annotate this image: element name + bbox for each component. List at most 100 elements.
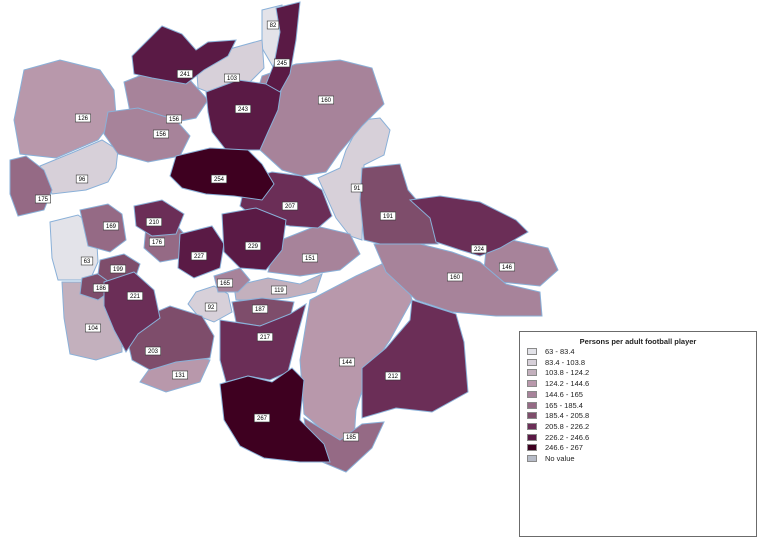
district-label-box (281, 201, 298, 211)
legend-swatch (527, 422, 537, 430)
district-value-text: 221 (130, 294, 141, 300)
district-label-box (75, 174, 89, 184)
district-value-text: 119 (274, 288, 284, 294)
district-value-text: 103 (227, 76, 238, 82)
district-label-box (127, 291, 144, 301)
district-value-label: 191 (379, 211, 396, 221)
legend-label: 63 - 83.4 (545, 347, 575, 356)
district-value-text: 191 (383, 214, 394, 220)
district-label-box (266, 20, 280, 30)
district-label-box (254, 413, 271, 423)
district-label-box (172, 370, 189, 380)
district-value-text: 156 (156, 132, 167, 138)
district-value-text: 176 (152, 240, 163, 246)
legend-item: 124.2 - 144.6 (527, 379, 589, 388)
district-value-text: 203 (148, 349, 159, 355)
district-label-box (145, 346, 162, 356)
district-value-label: 169 (103, 221, 120, 231)
district-label-box (317, 95, 334, 105)
legend-item: 185.4 - 205.8 (527, 411, 589, 420)
district-label-box (34, 194, 51, 204)
district-value-text: 207 (285, 204, 296, 210)
district-value-label: 187 (252, 304, 269, 314)
district-value-label: 156 (166, 114, 183, 124)
district-value-label: 207 (281, 201, 298, 211)
district-value-label: 160 (446, 272, 463, 282)
district-area (205, 79, 283, 151)
district-value-label: 229 (245, 241, 262, 251)
district-label-box (470, 244, 487, 254)
district-value-label: 146 (498, 262, 515, 272)
district-value-label: 245 (273, 58, 290, 68)
district-value-text: 160 (321, 98, 332, 104)
district-label-box (252, 304, 269, 314)
legend-item: 226.2 - 246.6 (527, 433, 589, 442)
legend-item: 165 - 185.4 (527, 401, 583, 410)
district-label-box (191, 251, 208, 261)
district-value-text: 186 (96, 286, 107, 292)
legend-swatch (527, 369, 537, 377)
district-value-text: 165 (220, 281, 231, 287)
district-label-box (103, 221, 120, 231)
district-value-label: 103 (224, 73, 241, 83)
district-label-box (235, 104, 252, 114)
legend-label: 144.6 - 165 (545, 389, 583, 399)
district-area (359, 163, 439, 245)
district-label-box (224, 73, 241, 83)
legend-swatch (527, 412, 537, 420)
legend-label: 103.8 - 124.2 (545, 368, 590, 378)
legend-label: 185.4 - 205.8 (545, 411, 590, 421)
legend-label: 83.4 - 103.8 (545, 357, 586, 367)
legend-item: 205.8 - 226.2 (527, 422, 589, 431)
district-area (267, 225, 361, 277)
district-value-text: 91 (354, 186, 361, 192)
district-value-label: 254 (211, 174, 228, 184)
district-value-text: 267 (257, 416, 268, 422)
district-label-box (498, 262, 515, 272)
district-value-text: 63 (84, 259, 91, 265)
district-value-text: 199 (113, 267, 124, 273)
legend-swatch (527, 455, 537, 462)
district-value-text: 156 (169, 117, 180, 123)
district-value-label: 203 (145, 346, 162, 356)
district-value-text: 160 (450, 275, 461, 281)
district-value-text: 187 (255, 307, 266, 313)
legend-label: 124.2 - 144.6 (545, 379, 590, 389)
legend-swatch (527, 433, 537, 441)
district-value-text: 241 (180, 72, 191, 78)
district-label-box (75, 113, 92, 123)
district-value-label: 91 (350, 183, 364, 193)
legend-title: Persons per adult football player (579, 337, 697, 346)
district-value-label: 82 (266, 20, 280, 30)
district-label-box (211, 174, 228, 184)
legend-swatch (527, 380, 537, 388)
district-value-label: 227 (191, 251, 208, 261)
district-value-label: 63 (80, 256, 94, 266)
district-value-text: 224 (474, 247, 485, 253)
district-area (169, 147, 275, 201)
district-value-label: 243 (235, 104, 252, 114)
district-value-text: 185 (346, 435, 357, 441)
district-value-label: 165 (217, 278, 234, 288)
district-value-text: 104 (88, 326, 99, 332)
legend-item: 246.6 - 267 (527, 443, 583, 452)
district-label-box (338, 357, 355, 367)
legend-swatch (527, 401, 537, 409)
district-value-label: 92 (204, 302, 218, 312)
legend-label: 226.2 - 246.6 (545, 432, 590, 442)
district-value-label: 156 (153, 129, 170, 139)
district-label-box (217, 278, 234, 288)
district-value-text: 245 (277, 61, 288, 67)
district-value-label: 144 (338, 357, 355, 367)
district-label-box (153, 129, 170, 139)
legend-item: 83.4 - 103.8 (527, 358, 585, 367)
district-value-label: 212 (384, 371, 401, 381)
district-label-box (379, 211, 396, 221)
district-value-text: 212 (388, 374, 399, 380)
legend-swatch (527, 348, 537, 355)
district-value-label: 176 (149, 237, 166, 247)
district-value-label: 131 (172, 370, 189, 380)
district-label-box (93, 283, 110, 293)
district-value-label: 241 (177, 69, 194, 79)
district-value-text: 144 (342, 360, 353, 366)
